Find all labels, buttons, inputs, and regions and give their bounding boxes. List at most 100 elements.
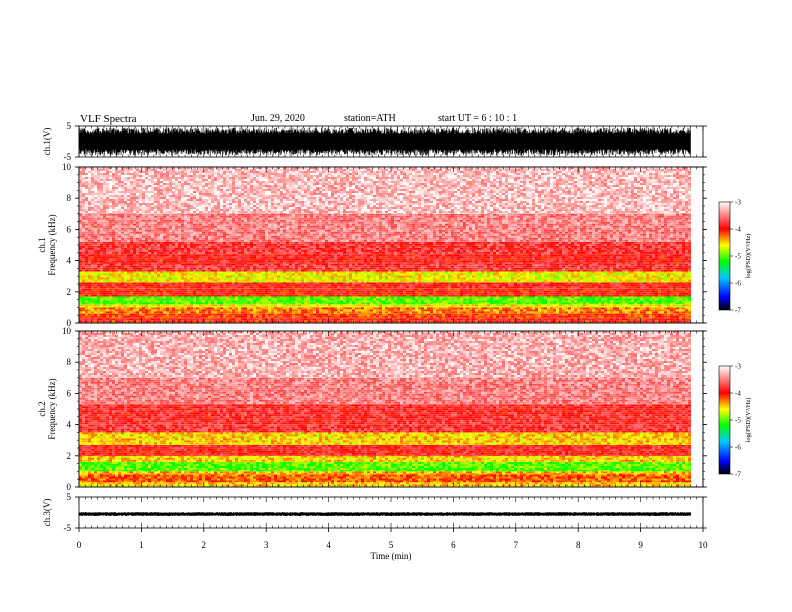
spectrogram-cell <box>637 309 640 312</box>
spectrogram-cell <box>655 313 658 316</box>
spectrogram-cell <box>628 298 631 301</box>
spectrogram-cell <box>433 300 436 303</box>
spectrogram-cell <box>184 290 187 293</box>
spectrogram-cell <box>517 288 520 291</box>
spectrogram-cell <box>202 304 205 307</box>
spectrogram-cell <box>460 320 463 323</box>
spectrogram-cell <box>235 307 238 310</box>
spectrogram-cell <box>541 300 544 303</box>
spectrogram-cell <box>169 290 172 293</box>
spectrogram-cell <box>331 294 334 297</box>
spectrogram-cell <box>514 284 517 287</box>
spectrogram-cell <box>523 315 526 318</box>
spectrogram-cell <box>412 304 415 307</box>
spectrogram-cell <box>514 298 517 301</box>
spectrogram-cell <box>547 298 550 301</box>
spectrogram-cell <box>583 286 586 289</box>
spectrogram-cell <box>442 304 445 307</box>
spectrogram-cell <box>556 302 559 305</box>
spectrogram-cell <box>541 286 544 289</box>
spectrogram-cell <box>256 284 259 287</box>
spectrogram-cell <box>619 288 622 291</box>
spectrogram-cell <box>208 320 211 323</box>
spectrogram-cell <box>550 298 553 301</box>
spectrogram-cell <box>688 320 691 323</box>
spectrogram-cell <box>217 302 220 305</box>
spectrogram-cell <box>397 320 400 323</box>
spectrogram-cell <box>328 282 331 285</box>
spectrogram-cell <box>301 307 304 310</box>
spectrogram-cell <box>121 306 124 308</box>
spectrogram-cell <box>100 320 103 323</box>
spectrogram-cell <box>169 313 172 316</box>
spectrogram-cell <box>208 284 211 287</box>
spectrogram-cell <box>238 302 241 305</box>
spectrogram-cell <box>469 288 472 291</box>
spectrogram-cell <box>160 290 163 293</box>
spectrogram-cell <box>82 315 85 318</box>
spectrogram-cell <box>145 315 148 318</box>
spectrogram-cell <box>373 320 376 323</box>
spectrogram-cell <box>616 288 619 291</box>
spectrogram-cell <box>403 304 406 307</box>
spectrogram-cell <box>193 304 196 307</box>
spectrogram-cell <box>223 286 226 289</box>
spectrogram-cell <box>613 288 616 291</box>
spectrogram-cell <box>277 318 280 321</box>
spectrogram-cell <box>175 294 178 297</box>
spectrogram-cell <box>214 302 217 305</box>
spectrogram-cell <box>667 304 670 307</box>
spectrogram-cell <box>283 311 286 314</box>
spectrogram-cell <box>91 311 94 314</box>
spectrogram-cell <box>445 300 448 303</box>
spectrogram-cell <box>322 304 325 307</box>
spectrogram-cell <box>496 315 499 318</box>
spectrogram-cell <box>475 318 478 321</box>
spectrogram-cell <box>526 315 529 318</box>
spectrogram-cell <box>634 304 637 307</box>
spectrogram-cell <box>445 315 448 318</box>
spectrogram-cell <box>397 282 400 285</box>
spectrogram-cell <box>241 315 244 318</box>
spectrogram-cell <box>268 298 271 301</box>
spectrogram-cell <box>196 318 199 321</box>
spectrogram-cell <box>271 298 274 301</box>
spectrogram-cell <box>601 292 604 295</box>
spectrogram-cell <box>370 318 373 321</box>
spectrogram-cell <box>442 284 445 287</box>
spectrogram-cell <box>550 286 553 289</box>
spectrogram-cell <box>613 318 616 321</box>
spectrogram-cell <box>679 294 682 297</box>
spectrogram-cell <box>466 315 469 318</box>
spectrogram-cell <box>541 311 544 314</box>
spectrogram-cell <box>193 282 196 285</box>
spectrogram-cell <box>619 306 622 308</box>
spectrogram-cell <box>637 317 640 319</box>
spectrogram-cell <box>448 298 451 301</box>
spectrogram-cell <box>574 296 577 299</box>
spectrogram-cell <box>328 298 331 301</box>
spectrogram-cell <box>172 317 175 319</box>
spectrogram-cell <box>622 304 625 307</box>
spectrogram-cell <box>478 302 481 305</box>
spectrogram-cell <box>82 313 85 316</box>
spectrogram-cell <box>622 318 625 321</box>
spectrogram-cell <box>136 315 139 318</box>
spectrogram-cell <box>472 320 475 323</box>
spectrogram-cell <box>214 296 217 299</box>
spectrogram-cell <box>478 317 481 319</box>
spectrogram-cell <box>184 284 187 287</box>
spectrogram-cell <box>337 309 340 312</box>
spectrogram-cell <box>679 290 682 293</box>
spectrogram-cell <box>100 309 103 312</box>
spectrogram-cell <box>292 286 295 289</box>
spectrogram-cell <box>418 286 421 289</box>
spectrogram-cell <box>244 315 247 318</box>
spectrogram-cell <box>412 284 415 287</box>
spectrogram-cell <box>220 282 223 285</box>
spectrogram-cell <box>154 292 157 295</box>
spectrogram-cell <box>253 309 256 312</box>
spectrogram-cell <box>286 317 289 319</box>
spectrogram-cell <box>124 302 127 305</box>
spectrogram-cell <box>379 286 382 289</box>
